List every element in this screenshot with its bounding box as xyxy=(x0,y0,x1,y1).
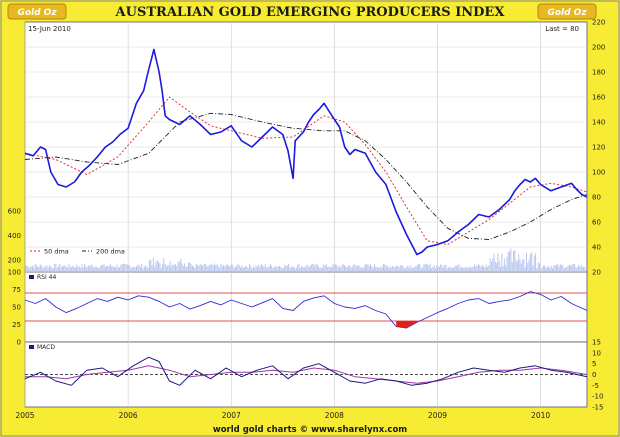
price-tick-label: 80 xyxy=(592,194,601,202)
axis-layer: 2005 2006 2007 2008 2009 20102040608010012014… xyxy=(8,19,606,421)
macd-line xyxy=(24,356,588,386)
x-tick-label: 2006 xyxy=(119,411,138,420)
price-tick-label: 100 xyxy=(592,169,605,177)
macd-tick-label: 0 xyxy=(592,371,596,379)
macd-tick-label: 5 xyxy=(592,360,596,368)
ma50-line xyxy=(24,96,588,245)
price-tick-label: 180 xyxy=(592,69,605,77)
macd-legend-swatch xyxy=(29,345,34,349)
logo-right-box xyxy=(537,3,597,20)
volume-tick-label: 200 xyxy=(8,256,21,264)
price-tick-label: 60 xyxy=(592,219,601,227)
rsi-oversold-fill xyxy=(396,321,417,328)
x-tick-label: 2008 xyxy=(325,411,344,420)
price-tick-label: 20 xyxy=(592,269,601,277)
rsi-panel xyxy=(24,271,588,343)
ma200-line xyxy=(24,112,588,240)
last-value-label: Last = 80 xyxy=(545,25,579,33)
price-tick-label: 200 xyxy=(592,44,605,52)
price-line xyxy=(24,48,588,256)
price-tick-label: 140 xyxy=(592,119,605,127)
legend-layer: 50 dma 200 dma RSI 44 MACD xyxy=(29,248,125,351)
price-tick-label: 160 xyxy=(592,94,605,102)
volume-layer xyxy=(25,248,586,272)
x-tick-label: 2007 xyxy=(222,411,241,420)
macd-signal-line xyxy=(25,365,588,384)
rsi-tick-label: 0 xyxy=(17,339,21,347)
logo-right-text: Gold Oz xyxy=(547,8,587,18)
macd-tick-label: 10 xyxy=(592,349,601,357)
footer-credit: world gold charts © www.sharelynx.com xyxy=(213,425,407,435)
price-tick-label: 220 xyxy=(592,19,605,27)
volume-tick-label: 400 xyxy=(8,232,21,240)
price-tick-label: 120 xyxy=(592,144,605,152)
macd-tick-label: -15 xyxy=(592,404,603,412)
series-layer xyxy=(24,48,588,386)
legend-ma200-label: 200 dma xyxy=(96,248,125,256)
rsi-line xyxy=(24,291,588,329)
x-tick-label: 2009 xyxy=(428,411,447,420)
logo-left: Gold Oz xyxy=(7,3,67,20)
macd-legend-label: MACD xyxy=(37,344,55,351)
logo-left-box xyxy=(7,3,67,20)
legend-ma50-label: 50 dma xyxy=(44,248,69,256)
date-label: 15-Jun 2010 xyxy=(28,25,71,33)
price-tick-label: 40 xyxy=(592,244,601,252)
x-tick-label: 2005 xyxy=(15,411,34,420)
rsi-tick-label: 25 xyxy=(12,321,21,329)
rsi-tick-label: 75 xyxy=(12,286,21,294)
logo-left-text: Gold Oz xyxy=(17,8,57,18)
macd-tick-label: -5 xyxy=(592,382,599,390)
volume-tick-label: 600 xyxy=(8,208,21,216)
chart-title: AUSTRALIAN GOLD EMERGING PRODUCERS INDEX xyxy=(115,5,506,20)
volume-tick-label: 100 xyxy=(8,269,21,277)
logo-right: Gold Oz xyxy=(537,3,597,20)
macd-tick-label: 15 xyxy=(592,339,601,347)
x-tick-label: 2010 xyxy=(531,411,550,420)
grid-layer xyxy=(24,22,587,407)
rsi-legend-label: RSI 44 xyxy=(37,274,56,281)
macd-tick-label: -10 xyxy=(592,393,603,401)
rsi-legend-swatch xyxy=(29,275,34,279)
rsi-tick-label: 50 xyxy=(12,304,21,312)
